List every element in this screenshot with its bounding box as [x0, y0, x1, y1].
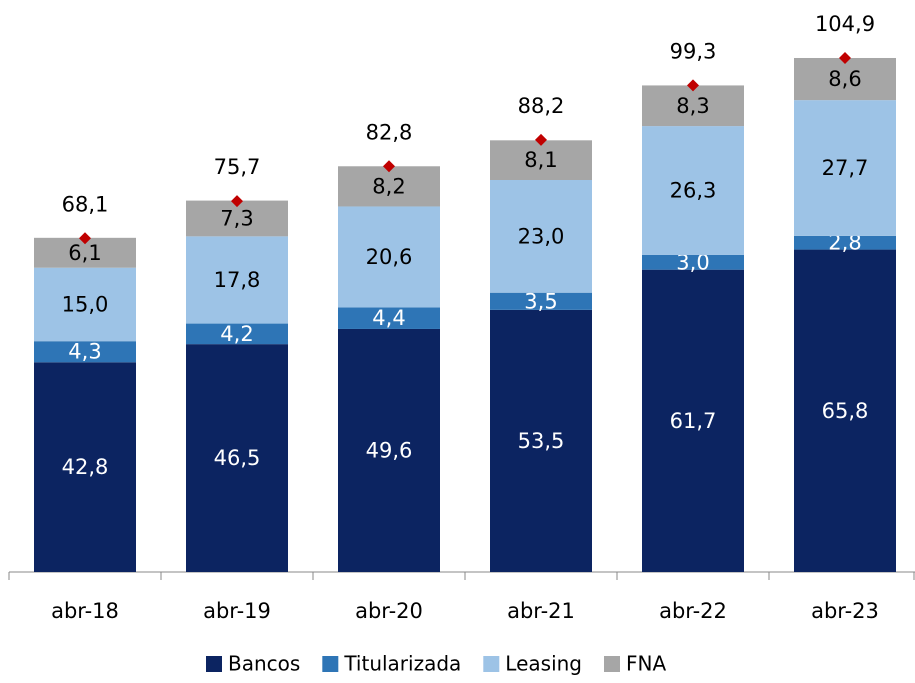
- total-label: 82,8: [366, 120, 413, 144]
- total-marker: [231, 195, 243, 208]
- bar-segment: [34, 341, 136, 363]
- bar-segment: [186, 236, 288, 324]
- value-label: 4,2: [220, 322, 253, 346]
- value-label: 20,6: [366, 245, 413, 269]
- value-label: 7,3: [220, 206, 253, 230]
- total-label: 88,2: [518, 94, 565, 118]
- legend-label: Titularizada: [343, 652, 461, 676]
- bar-segment: [490, 180, 592, 293]
- bar-segment: [490, 140, 592, 180]
- bar-segment: [642, 269, 744, 572]
- value-label: 61,7: [670, 409, 717, 433]
- total-marker: [79, 232, 91, 245]
- x-tick-label: abr-21: [507, 599, 575, 623]
- legend-label: Bancos: [228, 652, 300, 676]
- bar-segment: [794, 57, 896, 101]
- bar-segment: [338, 307, 440, 329]
- bar-segment: [338, 206, 440, 308]
- value-label: 17,8: [214, 268, 261, 292]
- total-marker: [687, 79, 699, 92]
- x-tick-label: abr-20: [355, 599, 423, 623]
- bar-segment: [794, 100, 896, 236]
- x-tick-label: abr-19: [203, 599, 271, 623]
- bar-segment: [642, 126, 744, 255]
- bar-segment: [642, 85, 744, 127]
- value-label: 4,3: [68, 340, 101, 364]
- bar-segment: [794, 249, 896, 572]
- bar-segment: [794, 235, 896, 250]
- legend-label: FNA: [626, 652, 666, 676]
- legend-swatch: [322, 656, 339, 672]
- total-label: 104,9: [815, 12, 875, 36]
- total-label: 68,1: [62, 192, 109, 216]
- legend-swatch: [604, 656, 620, 672]
- bar-segment: [34, 362, 136, 572]
- value-label: 42,8: [62, 455, 109, 479]
- value-label: 65,8: [822, 399, 869, 423]
- x-tick-label: abr-23: [811, 599, 879, 623]
- value-label: 4,4: [372, 306, 405, 330]
- value-label: 26,3: [670, 179, 717, 203]
- value-label: 3,5: [524, 289, 557, 313]
- total-marker: [535, 133, 547, 146]
- bar-segment: [490, 309, 592, 572]
- x-tick-label: abr-18: [51, 599, 119, 623]
- x-tick-label: abr-22: [659, 599, 727, 623]
- total-label: 75,7: [214, 155, 261, 179]
- value-label: 23,0: [518, 224, 565, 248]
- legend-label: Leasing: [505, 652, 582, 676]
- bar-segment: [186, 323, 288, 345]
- total-label: 99,3: [670, 39, 717, 63]
- value-label: 49,6: [366, 438, 413, 462]
- value-label: 8,2: [372, 174, 405, 198]
- value-label: 27,7: [822, 156, 869, 180]
- bar-segment: [34, 267, 136, 342]
- legend-swatch: [206, 656, 222, 672]
- total-marker: [383, 160, 395, 173]
- value-label: 46,5: [214, 446, 261, 470]
- bar-segment: [338, 328, 440, 572]
- bar-segment: [186, 344, 288, 572]
- total-marker: [839, 51, 851, 64]
- value-label: 6,1: [68, 241, 101, 265]
- bar-segment: [642, 254, 744, 270]
- value-label: 15,0: [62, 292, 109, 316]
- value-label: 8,6: [828, 67, 861, 91]
- legend-swatch: [483, 656, 500, 672]
- value-label: 8,3: [676, 94, 709, 118]
- bar-segment: [338, 166, 440, 207]
- bar-segment: [490, 292, 592, 310]
- value-label: 8,1: [524, 148, 557, 172]
- value-label: 53,5: [518, 429, 565, 453]
